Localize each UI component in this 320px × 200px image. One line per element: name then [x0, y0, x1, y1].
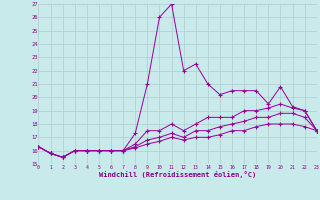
X-axis label: Windchill (Refroidissement éolien,°C): Windchill (Refroidissement éolien,°C)	[99, 171, 256, 178]
